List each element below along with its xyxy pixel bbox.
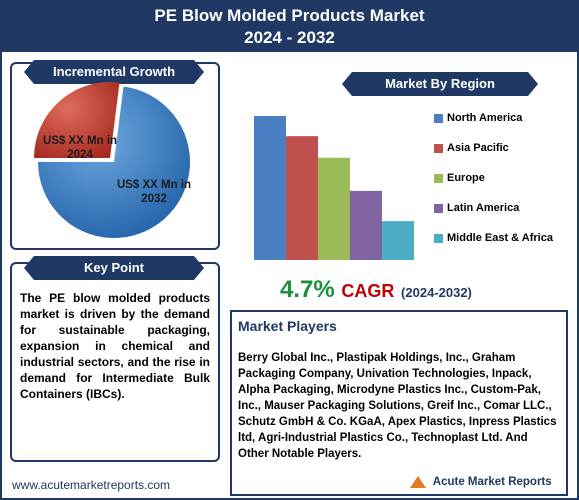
- logo-text: Acute Market Reports: [432, 476, 552, 489]
- legend-swatch: [434, 143, 443, 153]
- key-point-panel: [10, 262, 220, 462]
- key-point-text: The PE blow molded products market is dr…: [20, 291, 210, 401]
- market-players-text: Berry Global Inc., Plastipak Holdings, I…: [238, 352, 557, 460]
- legend-label: North America: [447, 112, 523, 124]
- website-link[interactable]: www.acutemarketreports.com: [12, 478, 171, 492]
- company-logo: Acute Market Reports: [410, 476, 552, 488]
- legend-item: Middle East & Africa: [434, 232, 553, 244]
- market-players-panel: [230, 310, 568, 496]
- region-bar-asia-pacific: [286, 136, 318, 260]
- legend-item: Europe: [434, 172, 485, 184]
- legend-label: Middle East & Africa: [447, 232, 553, 244]
- cagr-value: 4.7%: [280, 276, 335, 303]
- legend-item: Asia Pacific: [434, 142, 509, 154]
- market-players-title: Market Players: [238, 318, 337, 334]
- legend-swatch: [434, 113, 443, 123]
- pie-slice-2024: [34, 82, 120, 158]
- incremental-growth-pie: [34, 82, 190, 238]
- pie-slice-2032: [38, 86, 190, 238]
- page-header: PE Blow Molded Products Market 2024 - 20…: [0, 0, 579, 52]
- pie-label-2024: US$ XX Mn in 2024: [42, 135, 118, 161]
- incremental-growth-label: Incremental Growth: [24, 60, 204, 84]
- key-point-label: Key Point: [24, 256, 204, 280]
- market-by-region-label: Market By Region: [342, 72, 538, 96]
- page-title: PE Blow Molded Products Market: [154, 6, 425, 25]
- cagr-years: (2024-2032): [401, 285, 472, 300]
- legend-item: Latin America: [434, 202, 519, 214]
- logo-icon: [410, 476, 426, 488]
- region-bar-latin-america: [350, 190, 382, 260]
- page-subtitle: 2024 - 2032: [244, 28, 335, 47]
- legend-label: Europe: [447, 172, 485, 184]
- legend-swatch: [434, 203, 443, 213]
- pie-label-2032: US$ XX Mn in 2032: [116, 179, 192, 205]
- legend-label: Asia Pacific: [447, 142, 509, 154]
- cagr-display: 4.7% CAGR (2024-2032): [280, 276, 472, 304]
- cagr-label: CAGR: [341, 281, 395, 301]
- region-bar-north-america: [254, 116, 286, 260]
- region-bar-middle-east-africa: [382, 221, 414, 260]
- region-bar-europe: [318, 157, 350, 260]
- legend-swatch: [434, 173, 443, 183]
- legend-label: Latin America: [447, 202, 520, 214]
- legend-item: North America: [434, 112, 522, 124]
- legend-swatch: [434, 233, 443, 243]
- region-bar-chart: [254, 116, 414, 260]
